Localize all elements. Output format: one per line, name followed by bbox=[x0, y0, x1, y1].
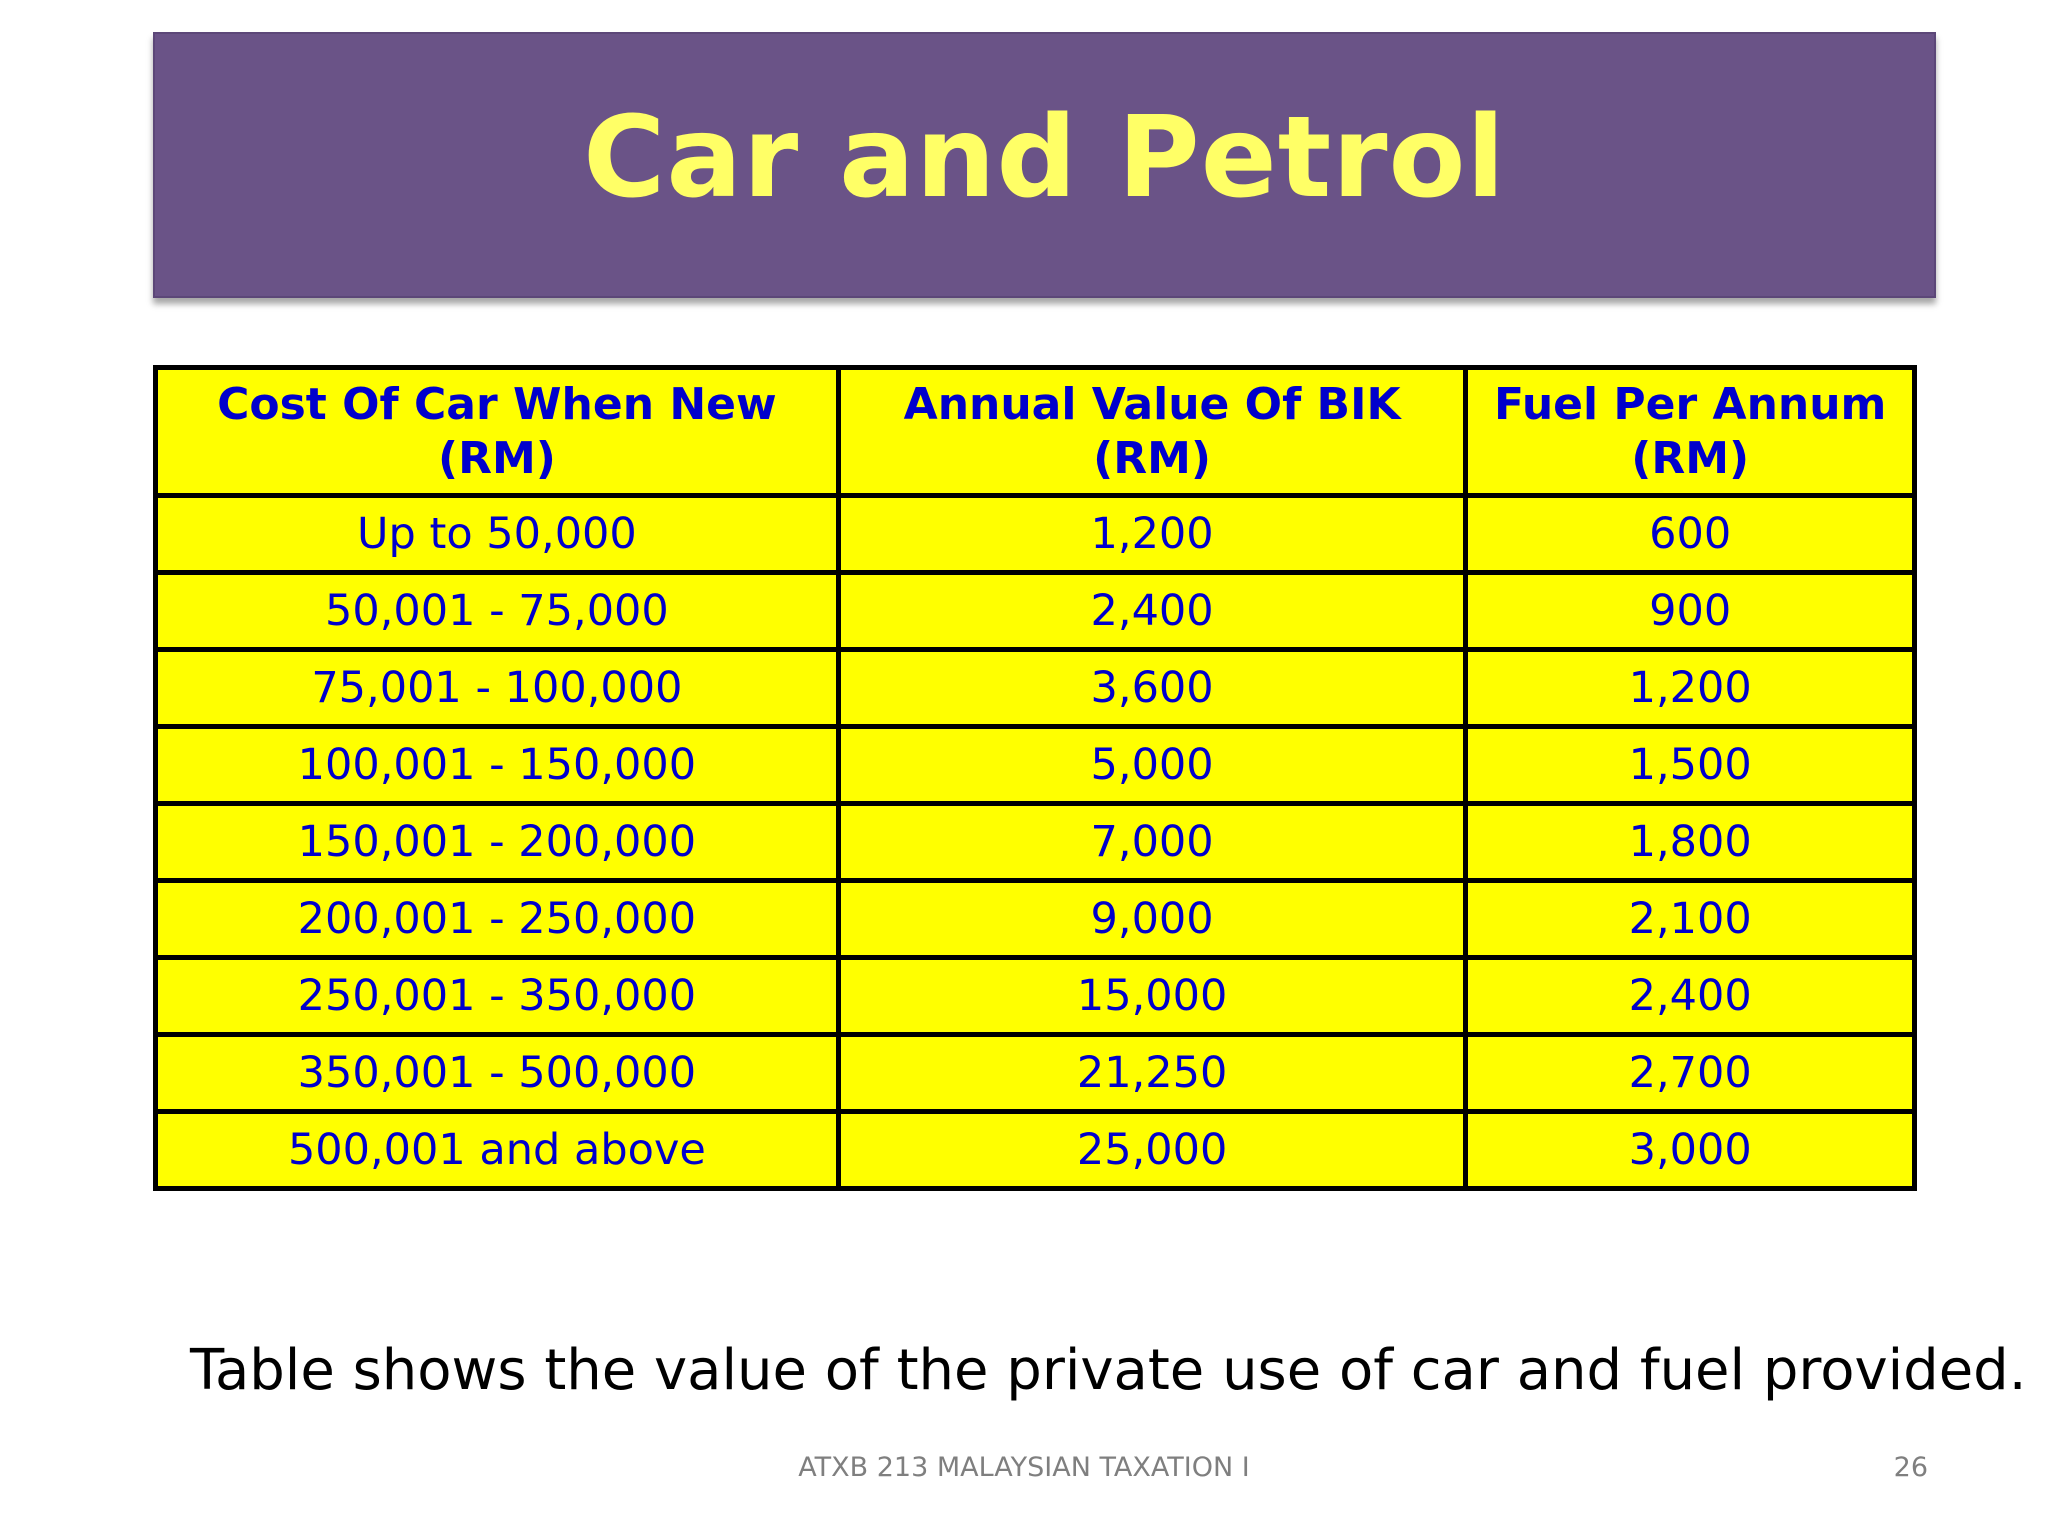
table-header: Cost Of Car When New (RM) Annual Value O… bbox=[153, 365, 1917, 498]
title-banner: Car and Petrol bbox=[153, 32, 1936, 298]
table-header-row: Cost Of Car When New (RM) Annual Value O… bbox=[153, 365, 1917, 498]
cost-cell: 200,001 - 250,000 bbox=[153, 878, 841, 960]
cost-cell: 500,001 and above bbox=[153, 1109, 841, 1191]
annual-value-cell: 1,200 bbox=[835, 493, 1469, 575]
table-row: 500,001 and above 25,000 3,000 bbox=[153, 1109, 1917, 1191]
table-row: 150,001 - 200,000 7,000 1,800 bbox=[153, 801, 1917, 883]
table-row: 50,001 - 75,000 2,400 900 bbox=[153, 570, 1917, 652]
table-row: 75,001 - 100,000 3,600 1,200 bbox=[153, 647, 1917, 729]
cost-cell: 100,001 - 150,000 bbox=[153, 724, 841, 806]
cost-cell: 50,001 - 75,000 bbox=[153, 570, 841, 652]
annual-value-cell: 9,000 bbox=[835, 878, 1469, 960]
header-cost-of-car-line1: Cost Of Car When New bbox=[217, 378, 777, 430]
header-annual-value: Annual Value Of BIK (RM) bbox=[835, 365, 1469, 498]
header-annual-value-line2: (RM) bbox=[1093, 432, 1212, 484]
header-fuel-per-annum-line1: Fuel Per Annum bbox=[1493, 378, 1887, 430]
slide-footer: ATXB 213 MALAYSIAN TAXATION I bbox=[798, 1452, 1250, 1483]
fuel-cell: 1,200 bbox=[1463, 647, 1917, 729]
page-number: 26 bbox=[1893, 1452, 1928, 1483]
annual-value-cell: 7,000 bbox=[835, 801, 1469, 883]
fuel-cell: 3,000 bbox=[1463, 1109, 1917, 1191]
annual-value-cell: 5,000 bbox=[835, 724, 1469, 806]
cost-cell: 75,001 - 100,000 bbox=[153, 647, 841, 729]
header-fuel-per-annum: Fuel Per Annum (RM) bbox=[1463, 365, 1917, 498]
table-row: 350,001 - 500,000 21,250 2,700 bbox=[153, 1032, 1917, 1114]
annual-value-cell: 3,600 bbox=[835, 647, 1469, 729]
header-cost-of-car: Cost Of Car When New (RM) bbox=[153, 365, 841, 498]
header-annual-value-line1: Annual Value Of BIK bbox=[903, 378, 1401, 430]
fuel-cell: 2,100 bbox=[1463, 878, 1917, 960]
table-row: 200,001 - 250,000 9,000 2,100 bbox=[153, 878, 1917, 960]
cost-cell: 150,001 - 200,000 bbox=[153, 801, 841, 883]
table-row: Up to 50,000 1,200 600 bbox=[153, 493, 1917, 575]
car-benefit-table: Cost Of Car When New (RM) Annual Value O… bbox=[153, 365, 1917, 1191]
cost-cell: Up to 50,000 bbox=[153, 493, 841, 575]
slide-title: Car and Petrol bbox=[583, 93, 1506, 223]
table-row: 250,001 - 350,000 15,000 2,400 bbox=[153, 955, 1917, 1037]
annual-value-cell: 21,250 bbox=[835, 1032, 1469, 1114]
fuel-cell: 900 bbox=[1463, 570, 1917, 652]
fuel-cell: 1,500 bbox=[1463, 724, 1917, 806]
fuel-cell: 600 bbox=[1463, 493, 1917, 575]
header-cost-of-car-line2: (RM) bbox=[437, 432, 556, 484]
slide-caption: Table shows the value of the private use… bbox=[190, 1338, 2027, 1403]
table-body: Up to 50,000 1,200 600 50,001 - 75,000 2… bbox=[153, 493, 1917, 1191]
annual-value-cell: 25,000 bbox=[835, 1109, 1469, 1191]
annual-value-cell: 2,400 bbox=[835, 570, 1469, 652]
header-fuel-per-annum-line2: (RM) bbox=[1631, 432, 1750, 484]
cost-cell: 250,001 - 350,000 bbox=[153, 955, 841, 1037]
table-row: 100,001 - 150,000 5,000 1,500 bbox=[153, 724, 1917, 806]
fuel-cell: 2,400 bbox=[1463, 955, 1917, 1037]
annual-value-cell: 15,000 bbox=[835, 955, 1469, 1037]
fuel-cell: 2,700 bbox=[1463, 1032, 1917, 1114]
fuel-cell: 1,800 bbox=[1463, 801, 1917, 883]
cost-cell: 350,001 - 500,000 bbox=[153, 1032, 841, 1114]
